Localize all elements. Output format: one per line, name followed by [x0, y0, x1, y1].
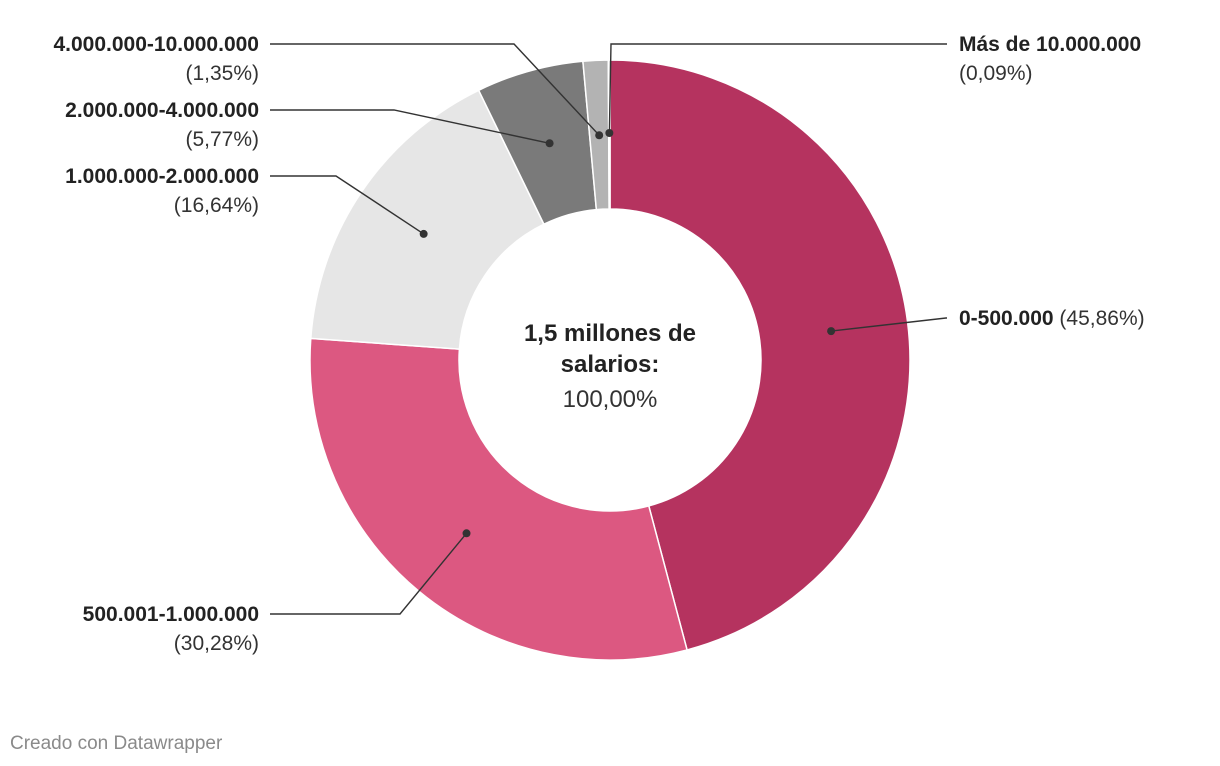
leader-line-0-500-000 [831, 317, 947, 332]
label-2-000-000-4-000-000: 2.000.000-4.000.000 [65, 99, 259, 122]
label-pct-1-000-000-2-000-000: (16,64%) [174, 194, 259, 217]
leader-dot-1-000-000-2-000-000 [419, 229, 428, 238]
slice-0-500-000[interactable] [609, 59, 911, 651]
leader-line-2-000-000-4-000-000 [270, 109, 550, 144]
leader-dot-500-001-1-000-000 [462, 529, 471, 538]
center-value: 100,00% [563, 386, 658, 413]
leader-dot-4-000-000-10-000-000 [595, 131, 604, 140]
center-title-line-2: salarios: [561, 351, 660, 378]
donut-slices [309, 59, 911, 661]
leader-line-4-000-000-10-000-000 [270, 43, 600, 136]
label-4-000-000-10-000-000: 4.000.000-10.000.000 [53, 33, 259, 56]
slice-500-001-1-000-000[interactable] [309, 337, 688, 661]
center-title-line-1: 1,5 millones de [524, 320, 696, 347]
leader-lines [270, 43, 947, 615]
label-0-500-000: 0-500.000 (45,86%) [959, 307, 1145, 330]
leader-dot-2-000-000-4-000-000 [545, 139, 554, 148]
label-1-000-000-2-000-000: 1.000.000-2.000.000 [65, 165, 259, 188]
leader-dot-m-s-de-10-000-000 [605, 129, 614, 138]
leader-line-m-s-de-10-000-000 [608, 43, 947, 134]
leader-dot-0-500-000 [827, 327, 836, 336]
leader-line-500-001-1-000-000 [270, 532, 468, 615]
label-pct-2-000-000-4-000-000: (5,77%) [185, 128, 259, 151]
label-pct-500-001-1-000-000: (30,28%) [174, 632, 259, 655]
label-pct-4-000-000-10-000-000: (1,35%) [185, 62, 259, 85]
leader-line-1-000-000-2-000-000 [270, 175, 425, 235]
slice-1-000-000-2-000-000[interactable] [309, 89, 545, 350]
slice-labels: 0-500.000 (45,86%) 500.001-1.000.000 (30,2… [53, 33, 1144, 655]
label-500-001-1-000-000: 500.001-1.000.000 [83, 603, 259, 626]
footer-credit[interactable]: Creado con Datawrapper [10, 733, 223, 754]
label-m-s-de-10-000-000: Más de 10.000.000 [959, 33, 1141, 56]
label-pct-m-s-de-10-000-000: (0,09%) [959, 62, 1033, 85]
